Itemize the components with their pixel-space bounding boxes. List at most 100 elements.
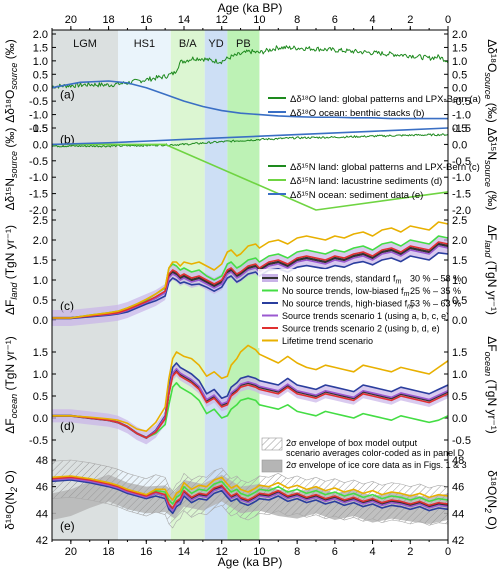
y-axis-label-sub: source xyxy=(483,72,493,99)
top-x-tick-label: 20 xyxy=(65,14,77,26)
y-tick-label-right: -0.5 xyxy=(452,156,471,168)
y-tick-label-right: 0.0 xyxy=(452,413,467,425)
y-tick-label-left: 1.5 xyxy=(33,255,48,267)
y-axis-label-left: Δδ¹⁵Nsource (‰) xyxy=(3,128,19,211)
y-axis-label-main: δ¹⁸O(N xyxy=(485,470,499,508)
top-x-tick-label: 8 xyxy=(294,14,300,26)
y-tick-label-right: 0.0 xyxy=(452,315,467,327)
period-band-lgm xyxy=(52,30,118,540)
y-tick-label-left: 0.0 xyxy=(33,413,48,425)
series-line-scen1 xyxy=(52,245,449,319)
y-tick-label-left: 1.0 xyxy=(33,56,48,68)
bottom-x-tick-label: 20 xyxy=(65,546,77,558)
y-tick-label-left: 44 xyxy=(36,508,48,520)
y-tick-label-left: -1.5 xyxy=(29,189,48,201)
series-line-high xyxy=(51,479,449,515)
period-label: LGM xyxy=(73,38,97,50)
series-line-scen2 xyxy=(52,371,449,439)
y-tick-label-left: -1.0 xyxy=(29,110,48,122)
panel-label: (b) xyxy=(60,132,75,146)
panel-label: (d) xyxy=(60,419,75,433)
legend-entry-text: Source trends scenario 1 (using a, b, c,… xyxy=(282,311,449,321)
y-tick-label-left: 48 xyxy=(36,455,48,467)
bottom-x-tick-label: 4 xyxy=(370,546,376,558)
y-axis-label-left: ΔFland (TgN yr⁻¹) xyxy=(3,225,19,315)
period-band-hs1 xyxy=(118,30,171,540)
y-axis-label-right: δ¹⁸O(N2 O) xyxy=(483,470,499,529)
y-tick-label-right: -0.5 xyxy=(452,96,471,108)
y-tick-label-left: 2.5 xyxy=(33,215,48,227)
legend-entry-range: 30 % – 58 % xyxy=(410,274,461,284)
y-tick-label-left: 1.0 xyxy=(33,369,48,381)
series-line-scen2 xyxy=(52,241,449,319)
y-tick-label-right: -1.0 xyxy=(452,172,471,184)
y-axis-label-sub: land xyxy=(9,282,19,300)
y-tick-label-left: 2.0 xyxy=(33,29,48,41)
period-label: YD xyxy=(208,38,223,50)
series-line-2 xyxy=(51,127,449,146)
y-tick-label-right: 0.0 xyxy=(452,83,467,95)
y-axis-label-unit: (‰) xyxy=(485,99,499,122)
panel-d: 1.5 1.5 1.0 1.0 0.5 0.5 0.0 0.0 -0.5 -0.5 ΔFocean … xyxy=(3,336,499,447)
legend-entry-sub: m xyxy=(407,304,413,311)
y-axis-label-sub: ocean xyxy=(483,352,493,377)
y-tick-label-right: -1.5 xyxy=(452,123,471,135)
y-tick-label-right: 0.5 xyxy=(452,123,467,135)
y-tick-label-right: 1.0 xyxy=(452,56,467,68)
y-tick-label-right: 48 xyxy=(452,455,464,467)
y-tick-label-left: 46 xyxy=(36,482,48,494)
y-axis-label-left: ΔFocean (TgN yr⁻¹) xyxy=(3,336,19,434)
period-band-pb xyxy=(227,30,260,540)
y-axis-label-left: Δδ¹⁸Osource (‰) xyxy=(3,39,19,122)
y-tick-label-right: 44 xyxy=(452,508,464,520)
y-tick-label-right: 1.5 xyxy=(452,347,467,359)
y-axis-label-right: Δδ¹⁵Nsource (‰) xyxy=(483,128,499,211)
y-tick-label-right: 0.5 xyxy=(452,391,467,403)
legend-entry-range: 53 % – 63 % xyxy=(410,299,461,309)
legend-entry: Δδ¹⁵N land: global patterns and LPX-Bern… xyxy=(290,162,480,173)
y-axis-label-unit: (TgN yr⁻¹) xyxy=(3,336,17,394)
legend-entry: Δδ¹⁵N land: lacustrine sediments (d) xyxy=(290,176,442,187)
y-axis-label-main: ΔF xyxy=(485,336,499,351)
y-axis-label-main: Δδ¹⁵N xyxy=(3,178,17,210)
series-line-scen1 xyxy=(51,477,449,512)
panel-c: 2.5 2.52.0 2.01.5 1.51.0 1.00.5 0.50.0 0.0ΔFla… xyxy=(3,215,499,348)
period-label: PB xyxy=(236,38,251,50)
y-tick-label-right: 46 xyxy=(452,482,464,494)
panels: 2.0 2.01.5 1.51.0 1.00.5 0.50.0 0.0-0.5 -0.5-1… xyxy=(3,29,499,547)
y-tick-label-right: 2.0 xyxy=(452,29,467,41)
bottom-x-tick-label: 14 xyxy=(178,546,190,558)
panel-label: (e) xyxy=(60,519,75,533)
y-tick-label-left: 42 xyxy=(36,535,48,547)
y-tick-label-right: -1.0 xyxy=(452,110,471,122)
panel-a: 2.0 2.01.5 1.51.0 1.00.5 0.50.0 0.0-0.5 -0.5-1… xyxy=(3,29,499,135)
bottom-x-tick-label: 2 xyxy=(407,546,413,558)
y-tick-label-right: 1.5 xyxy=(452,255,467,267)
y-tick-label-right: 1.5 xyxy=(452,42,467,54)
y-axis-label-main: δ¹⁸O(N xyxy=(3,492,17,530)
y-tick-label-left: -0.5 xyxy=(29,96,48,108)
y-axis-label-right: Δδ¹⁸Osource (‰) xyxy=(483,39,499,122)
legend-entry: Source trends scenario 1 (using a, b, c,… xyxy=(282,311,449,321)
y-axis-label-sub: source xyxy=(9,63,19,90)
legend-entry: No source trends, low-biased fm xyxy=(282,286,410,298)
y-tick-label-left: 0.5 xyxy=(33,123,48,135)
top-x-tick-label: 12 xyxy=(216,14,228,26)
legend-entry: 2σ envelope of box model output xyxy=(286,438,418,448)
y-axis-label-unit: (‰) xyxy=(3,39,17,62)
plot-frame xyxy=(51,29,449,541)
y-tick-label-right: -2.0 xyxy=(452,205,471,217)
y-axis-label-unit: O) xyxy=(3,470,17,487)
y-axis-label-unit: (TgN yr⁻¹) xyxy=(485,257,499,315)
y-axis-label-sub: land xyxy=(483,240,493,258)
bottom-x-tick-label: 12 xyxy=(216,546,228,558)
top-x-tick-label: 18 xyxy=(102,14,114,26)
legend-entry: Source trends scenario 2 (using b, d, e) xyxy=(282,324,440,334)
bottom-x-tick-label: 6 xyxy=(332,546,338,558)
legend-entry: Δδ¹⁵N ocean: sediment data (e) xyxy=(290,190,423,201)
top-x-tick-label: 4 xyxy=(370,14,376,26)
series-line-high xyxy=(52,252,449,320)
bottom-x-tick-label: 0 xyxy=(445,546,451,558)
y-tick-label-right: 2.0 xyxy=(452,235,467,247)
panel-label: (c) xyxy=(60,299,74,313)
